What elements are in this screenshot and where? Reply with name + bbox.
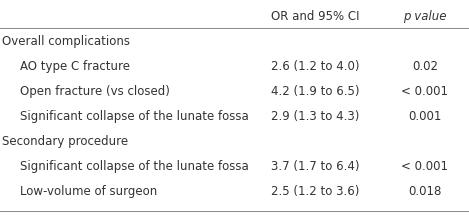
Text: OR and 95% CI: OR and 95% CI bbox=[271, 10, 359, 23]
Text: < 0.001: < 0.001 bbox=[401, 160, 448, 173]
Text: p value: p value bbox=[403, 10, 447, 23]
Text: Open fracture (vs closed): Open fracture (vs closed) bbox=[20, 85, 170, 98]
Text: 2.6 (1.2 to 4.0): 2.6 (1.2 to 4.0) bbox=[271, 60, 359, 73]
Text: 4.2 (1.9 to 6.5): 4.2 (1.9 to 6.5) bbox=[271, 85, 359, 98]
Text: 2.5 (1.2 to 3.6): 2.5 (1.2 to 3.6) bbox=[271, 185, 359, 198]
Text: Significant collapse of the lunate fossa: Significant collapse of the lunate fossa bbox=[20, 160, 249, 173]
Text: 0.018: 0.018 bbox=[408, 185, 442, 198]
Text: Overall complications: Overall complications bbox=[2, 35, 130, 48]
Text: Significant collapse of the lunate fossa: Significant collapse of the lunate fossa bbox=[20, 110, 249, 123]
Text: Secondary procedure: Secondary procedure bbox=[2, 135, 128, 148]
Text: 0.02: 0.02 bbox=[412, 60, 438, 73]
Text: AO type C fracture: AO type C fracture bbox=[20, 60, 130, 73]
Text: 2.9 (1.3 to 4.3): 2.9 (1.3 to 4.3) bbox=[271, 110, 359, 123]
Text: 3.7 (1.7 to 6.4): 3.7 (1.7 to 6.4) bbox=[271, 160, 359, 173]
Text: 0.001: 0.001 bbox=[408, 110, 442, 123]
Text: < 0.001: < 0.001 bbox=[401, 85, 448, 98]
Text: Low-volume of surgeon: Low-volume of surgeon bbox=[20, 185, 157, 198]
